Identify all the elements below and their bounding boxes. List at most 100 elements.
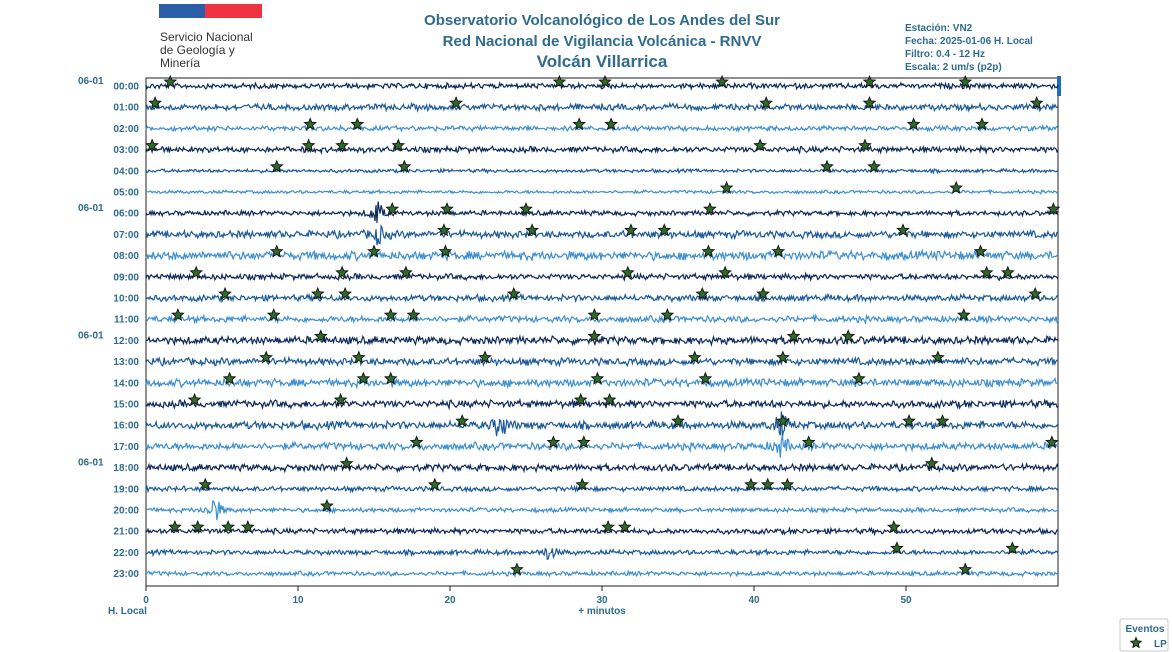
lp-event-star <box>385 202 400 216</box>
info-line: Escala: 2 um/s (p2p) <box>905 62 1002 73</box>
lp-event-star <box>1045 435 1059 449</box>
lp-event-star <box>163 74 178 88</box>
lp-event-star <box>168 520 182 534</box>
lp-event-star <box>776 414 790 428</box>
date-label: 06-01 <box>78 203 104 214</box>
lp-event-star <box>198 477 213 491</box>
lp-event-star <box>449 96 463 110</box>
lp-event-star <box>546 435 561 449</box>
x-tick-label: 40 <box>748 595 760 606</box>
lp-event-star <box>310 286 325 300</box>
lp-event-star <box>576 435 591 449</box>
lp-event-star <box>687 350 702 364</box>
hour-label: 18:00 <box>113 463 139 474</box>
trace-row <box>145 101 1059 114</box>
hour-label: 15:00 <box>113 400 139 411</box>
trace-row <box>145 223 1058 246</box>
lp-event-star <box>604 117 618 131</box>
lp-event-star <box>367 244 381 258</box>
hour-label: 10:00 <box>113 294 139 305</box>
lp-event-star <box>525 223 539 237</box>
lp-event-star <box>269 159 284 173</box>
title-line: Red Nacional de Vigilancia Volcánica - R… <box>443 33 762 50</box>
lp-event-star <box>399 265 413 279</box>
lp-event-star <box>852 371 866 385</box>
lp-event-star <box>478 350 492 364</box>
title-line: Volcán Villarrica <box>537 52 668 71</box>
lp-event-star <box>1005 541 1020 555</box>
trace-row <box>145 334 1059 347</box>
chart-title-block: Observatorio Volcanológico de Los Andes … <box>424 12 780 71</box>
org-line: de Geología y <box>160 43 235 57</box>
title-line: Observatorio Volcanológico de Los Andes … <box>424 12 780 29</box>
trace-row <box>145 167 1059 175</box>
trace-row <box>145 144 1059 156</box>
lp-event-star <box>695 286 710 300</box>
lp-event-star <box>979 265 994 279</box>
lp-event-star <box>338 286 352 300</box>
trace-row <box>145 201 1059 223</box>
lp-event-star <box>575 477 590 491</box>
lp-event-star <box>269 244 284 258</box>
x-tick-label: 0 <box>143 595 149 606</box>
x-tick-label: 10 <box>292 595 304 606</box>
lp-event-star <box>320 498 334 512</box>
lp-event-star <box>602 392 617 406</box>
seismic-traces <box>145 81 1059 578</box>
hour-label: 19:00 <box>113 484 139 495</box>
lp-event-star <box>259 350 273 364</box>
lp-event-star <box>145 138 159 152</box>
lp-event-star <box>949 180 964 194</box>
lp-event-star <box>1000 265 1015 279</box>
lp-event-star <box>862 96 877 110</box>
hour-label: 07:00 <box>113 230 139 241</box>
x-tick-label: 30 <box>596 595 608 606</box>
lp-event-star <box>437 223 451 237</box>
hour-label: 13:00 <box>113 357 139 368</box>
lp-event-star <box>935 414 950 428</box>
lp-event-star <box>266 308 281 322</box>
lp-event-star <box>759 96 774 110</box>
lp-event-star <box>409 435 424 449</box>
trace-row <box>145 397 1059 411</box>
lp-event-star <box>601 520 615 534</box>
info-line: Filtro: 0.4 - 12 Hz <box>905 49 985 60</box>
logo-blue-bar <box>159 4 205 18</box>
lp-event-star <box>356 371 371 385</box>
lp-event-star <box>383 308 398 322</box>
lp-event-star <box>698 371 713 385</box>
lp-event-star <box>339 456 354 470</box>
trace-row <box>145 435 1059 458</box>
hour-label: 00:00 <box>113 82 139 93</box>
trace-row <box>145 411 1059 438</box>
station-info: Estación: VN2 Fecha: 2025-01-06 H. Local F… <box>905 23 1033 73</box>
lp-event-star <box>780 477 795 491</box>
lp-event-star <box>902 414 916 428</box>
lp-event-star <box>171 308 185 322</box>
hour-label: 22:00 <box>113 548 139 559</box>
lp-event-star <box>552 74 567 88</box>
lp-event-star <box>350 117 365 131</box>
lp-event-star <box>657 223 672 237</box>
date-label: 06-01 <box>78 458 104 469</box>
lp-event-star <box>760 477 775 491</box>
lp-event-star <box>958 562 973 576</box>
hour-labels: 00:00 01:00 02:00 03:00 04:00 05:00 06:00 07:00… <box>113 82 139 581</box>
x-tick-label: 50 <box>900 595 912 606</box>
sernageomin-logo <box>159 4 262 18</box>
lp-event-star <box>335 265 349 279</box>
lp-event-star <box>187 392 202 406</box>
lp-event-star <box>671 414 685 428</box>
lp-event-star <box>573 392 588 406</box>
hour-label: 06:00 <box>113 209 139 220</box>
hour-label: 02:00 <box>113 124 139 135</box>
lp-event-star <box>427 477 442 491</box>
lp-event-star <box>617 520 632 534</box>
trace-row <box>145 376 1059 390</box>
y-axis-label: H. Local <box>108 606 147 617</box>
trace-row <box>145 526 1059 537</box>
hour-label: 12:00 <box>113 336 139 347</box>
info-line: Estación: VN2 <box>905 23 973 34</box>
lp-event-star <box>841 329 856 343</box>
